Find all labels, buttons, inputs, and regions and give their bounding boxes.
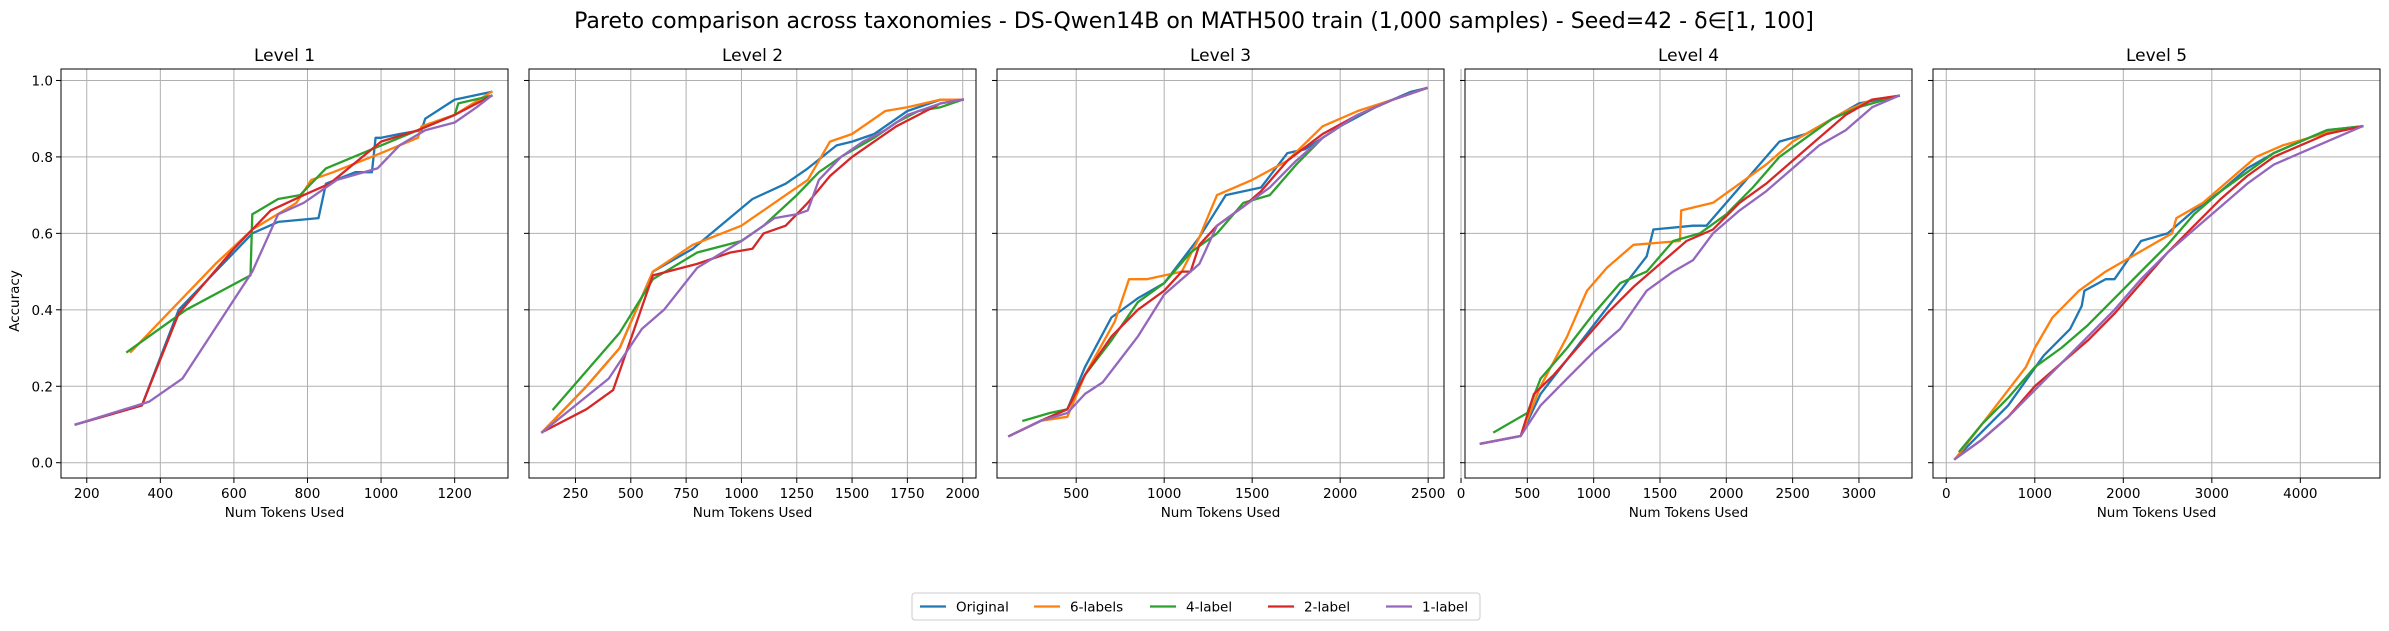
x-axis-label: Num Tokens Used [2097,505,2217,521]
series-line-2-label [1953,124,2364,461]
x-tick-label: 2500 [1775,486,1809,502]
x-tick-label: 600 [221,486,247,502]
y-axis-label: Accuracy [7,270,23,332]
legend-frame [911,592,1481,621]
legend-entry-1-label: 1-label [1386,600,1468,616]
series-line-6-labels [1953,124,2364,461]
legend-label: 4-label [1186,600,1232,616]
series-line-1-label [540,98,965,434]
legend-label: Original [956,600,1009,616]
x-tick-label: 1000 [364,486,398,502]
x-tick-label: 1200 [437,486,471,502]
y-tick-label: 0.2 [32,379,53,395]
series-line-4-label [551,98,965,411]
y-tick-label: 0.0 [32,456,53,472]
series-line-original [1479,94,1901,445]
x-tick-label: 1000 [1147,486,1181,502]
x-tick-label: 1500 [1235,486,1269,502]
x-tick-label: 2000 [1323,486,1357,502]
series-line-original [74,90,493,426]
x-axis-label: Num Tokens Used [225,505,345,521]
x-tick-label: 1000 [724,486,758,502]
legend-label: 1-label [1422,600,1468,616]
panel-level-1: 200 400 600 800 1000 1200 0.0 0.2 0.4 0.6 0.8 1.0 Le… [32,46,509,521]
y-tick-label: 1.0 [32,73,53,89]
series-line-6-labels [129,90,493,354]
legend-entry-2-label: 2-label [1268,600,1350,616]
x-tick-label: 1500 [835,486,869,502]
x-tick-label: 2000 [2106,486,2140,502]
y-tick-label: 0.6 [32,226,53,242]
series-line-1-label [1007,86,1428,438]
x-tick-label: 500 [1063,486,1089,502]
axes-frame [1464,68,1913,479]
x-tick-label: 200 [74,486,100,502]
series-line-2-label [74,94,493,426]
x-tick-label: 1250 [780,486,814,502]
panel-title: Level 4 [1658,46,1719,66]
series-line-2-label [540,98,965,434]
series-line-1-label [74,94,494,426]
x-tick-label: 250 [563,486,589,502]
legend-entry-6-labels: 6-labels [1034,600,1123,616]
x-tick-label: 2000 [1709,486,1743,502]
x-tick-label: 400 [147,486,173,502]
axes-frame [996,68,1445,479]
x-tick-label: 1500 [1643,486,1677,502]
x-tick-label: 4000 [2283,486,2317,502]
x-tick-label: 3000 [1842,486,1876,502]
panel-title: Level 2 [722,46,783,66]
panel-level-5: 0 1000 2000 3000 4000 Level 5 Num Tokens Used [1928,46,2381,521]
series-line-2-label [1007,86,1428,438]
series-line-original [1007,86,1428,438]
y-tick-label: 0.8 [32,150,53,166]
x-axis-label: Num Tokens Used [1629,505,1749,521]
x-tick-label: 500 [1514,486,1540,502]
axes-frame [60,68,509,479]
x-tick-label: 0 [1457,486,1466,502]
y-tick-label: 0.4 [32,303,53,319]
x-tick-label: 1000 [1576,486,1610,502]
x-tick-label: 500 [618,486,644,502]
figure-title: Pareto comparison across taxonomies - DS… [574,9,1814,34]
panel-level-3: 500 1000 1500 2000 2500 Level 3 Num Tokens Use… [992,46,1445,521]
panel-title: Level 3 [1190,46,1251,66]
panel-title: Level 1 [254,46,315,66]
x-tick-label: 800 [295,486,321,502]
panel-title: Level 5 [2126,46,2187,66]
axes-frame [528,68,977,479]
series-line-6-labels [1007,86,1428,438]
panels: 200 400 600 800 1000 1200 0.0 0.2 0.4 0.6 0.8 1.0 Le… [32,46,2381,521]
axes-frame [1932,68,2381,479]
x-tick-label: 750 [673,486,699,502]
legend-label: 2-label [1304,600,1350,616]
x-axis-label: Num Tokens Used [693,505,813,521]
series-line-1-label [1479,94,1901,445]
x-axis-label: Num Tokens Used [1161,505,1281,521]
x-tick-label: 1000 [2018,486,2052,502]
panel-level-4: 0 500 1000 1500 2000 2500 3000 Level 4 Num Token… [1457,46,1913,521]
series-line-2-label [1479,94,1901,445]
x-tick-label: 2000 [946,486,980,502]
x-tick-label: 2500 [1411,486,1445,502]
legend-label: 6-labels [1070,600,1123,616]
legend-entry-4-label: 4-label [1150,600,1232,616]
legend: Original 6-labels 4-label 2-label 1-label [911,592,1481,621]
series-line-4-label [1957,125,2364,453]
series-line-6-labels [540,98,964,434]
series-line-1-label [1953,124,2364,461]
x-tick-label: 3000 [2195,486,2229,502]
x-tick-label: 0 [1942,486,1951,502]
panel-level-2: 250 500 750 1000 1250 1500 1750 2000 Level 2 Num … [524,46,980,521]
series-line-4-label [1492,94,1901,434]
x-tick-label: 1750 [890,486,924,502]
series-line-4-label [125,94,493,354]
legend-entry-original: Original [920,600,1009,616]
